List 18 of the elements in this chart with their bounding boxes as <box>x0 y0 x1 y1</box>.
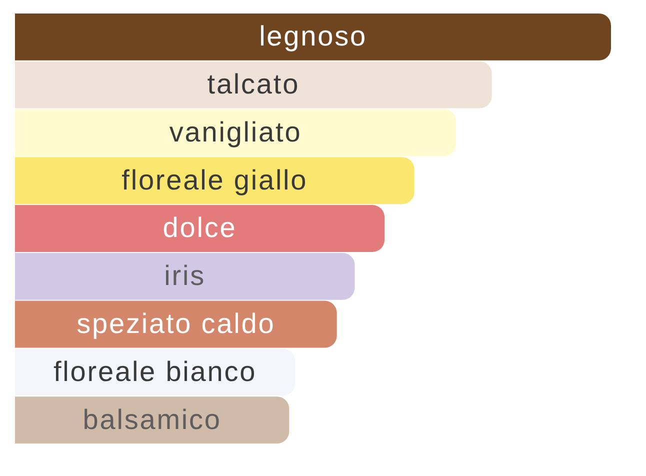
bar <box>15 13 611 60</box>
bar <box>15 300 337 348</box>
bar <box>15 252 355 300</box>
y-tick-label: floreale bianco <box>53 356 257 387</box>
bar <box>15 61 492 108</box>
y-tick-label: speziato caldo <box>76 308 276 339</box>
y-tick-label: floreale giallo <box>122 164 308 196</box>
y-tick-label: vanigliato <box>169 116 302 148</box>
bar <box>15 109 456 156</box>
y-tick-label: iris <box>164 260 206 292</box>
y-tick-label: balsamico <box>82 404 222 435</box>
y-tick-label: dolce <box>162 212 237 244</box>
bar <box>15 157 414 204</box>
y-tick-label: legnoso <box>259 20 367 52</box>
bar <box>15 348 296 396</box>
bar <box>15 205 385 252</box>
bar <box>15 396 290 444</box>
y-tick-label: talcato <box>207 68 300 100</box>
